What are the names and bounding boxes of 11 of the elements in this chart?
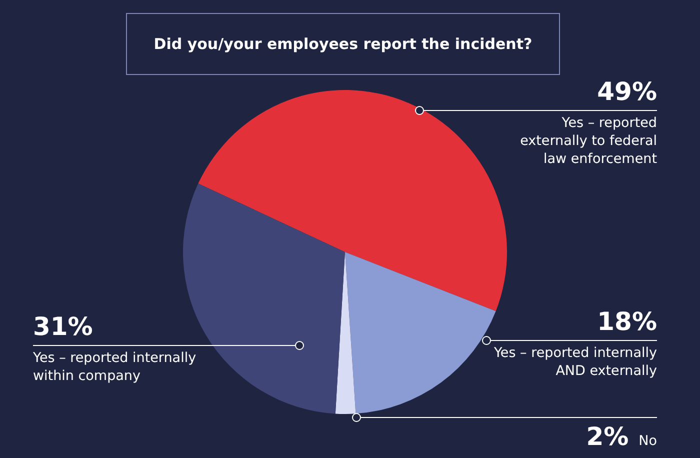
data-label: 49% (597, 77, 657, 107)
pie-slice (345, 252, 496, 414)
slice-label: No (638, 432, 657, 450)
pie-slice (198, 90, 507, 312)
slice-label: Yes – reported externally to federal law enforcement (519, 114, 657, 168)
data-label: 18% (597, 307, 657, 337)
chart-title: Did you/your employees report the incident? (126, 13, 560, 75)
slice-label: Yes – reported internally within company (33, 349, 198, 385)
data-label: 31% (33, 312, 93, 342)
slice-label: Yes – reported internally AND externally (492, 344, 657, 380)
data-label: 2% (586, 422, 629, 452)
